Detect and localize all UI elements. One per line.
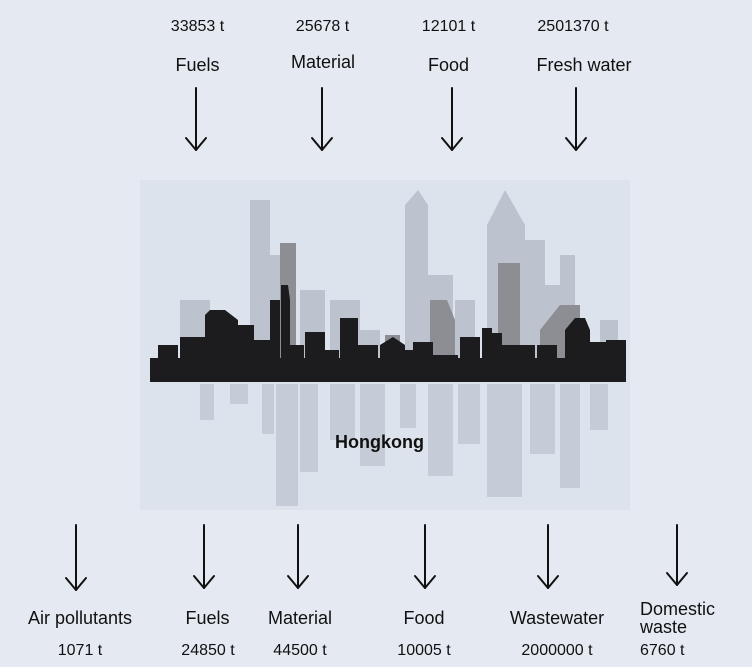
input-value-fresh-water: 2501370 t — [537, 18, 609, 35]
output-value-air-pollutants: 1071 t — [57, 642, 103, 659]
output-label-wastewater: Wastewater — [509, 608, 605, 628]
output-value-material: 44500 t — [273, 642, 327, 659]
output-label-domestic-waste-line1: Domestic — [640, 599, 716, 619]
input-value-fuels: 33853 t — [170, 18, 225, 35]
output-label-domestic-waste: Domestic waste — [640, 600, 750, 636]
output-value-fuels: 24850 t — [181, 642, 235, 659]
output-label-material: Material — [267, 608, 333, 628]
output-label-food: Food — [403, 608, 445, 628]
input-value-material: 25678 t — [295, 18, 350, 35]
output-value-wastewater: 2000000 t — [521, 642, 593, 659]
output-value-domestic-waste: 6760 t — [640, 642, 685, 659]
input-label-food: Food — [427, 55, 470, 75]
skyline-reflection — [200, 384, 608, 506]
skyline-dark-layer — [150, 285, 626, 382]
input-label-fuels: Fuels — [175, 55, 220, 75]
input-label-material: Material — [290, 52, 356, 72]
output-value-food: 10005 t — [397, 642, 451, 659]
output-label-domestic-waste-line2: waste — [640, 617, 688, 637]
input-value-food: 12101 t — [421, 18, 476, 35]
input-label-fresh-water: Fresh water — [536, 55, 632, 75]
output-label-fuels: Fuels — [185, 608, 230, 628]
output-label-air-pollutants: Air pollutants — [27, 608, 133, 628]
city-name-label: Hongkong — [335, 432, 424, 452]
